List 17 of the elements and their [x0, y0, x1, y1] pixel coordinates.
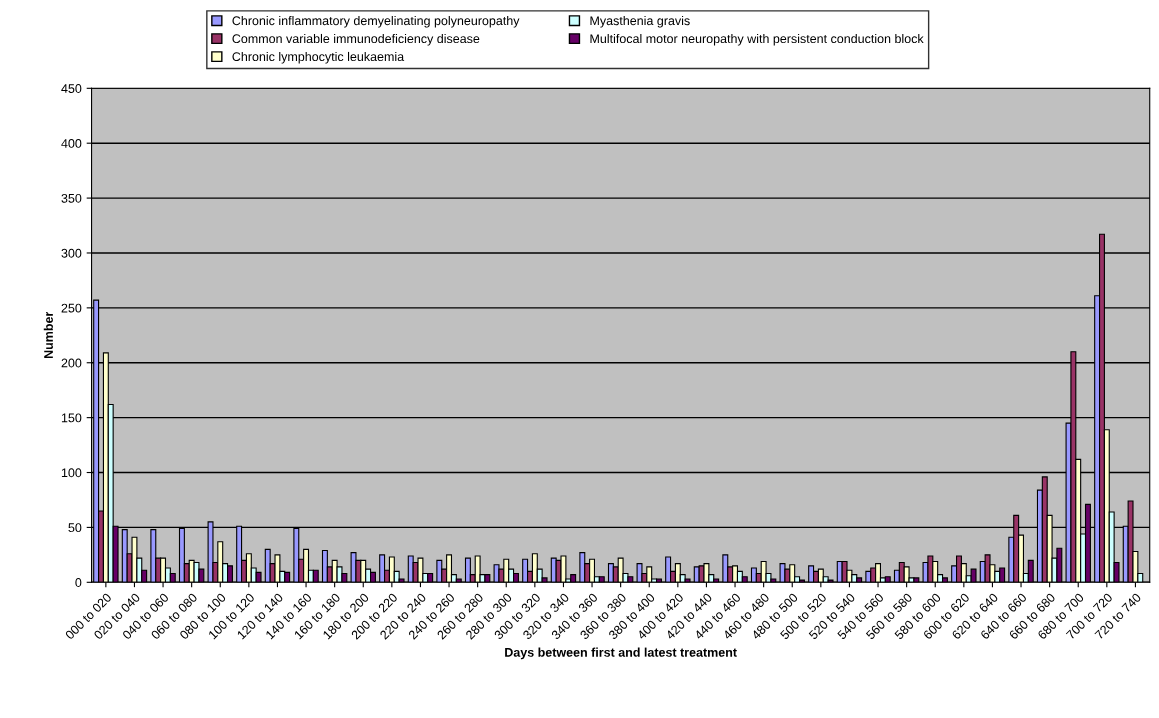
legend-label: Common variable immunodeficiency disease: [232, 33, 480, 46]
legend-label: Chronic inflammatory demyelinating polyneuropathy: [232, 15, 520, 28]
y-tick-label: 200: [61, 358, 82, 368]
y-tick-label: 400: [61, 139, 82, 148]
legend-label: Multifocal motor neuropathy with persistent conduction block: [590, 33, 924, 46]
y-tick-label: 350: [61, 193, 82, 203]
y-tick-label: 100: [61, 468, 82, 478]
legend-label: Myasthenia gravis: [590, 15, 690, 28]
y-tick-label: 450: [61, 84, 82, 93]
legend-label: Chronic lymphocytic leukaemia: [232, 51, 405, 64]
y-tick-label: 0: [75, 578, 82, 587]
y-tick-label: 250: [61, 303, 82, 313]
y-axis-title: Number: [43, 311, 53, 359]
y-tick-label: 50: [68, 523, 82, 533]
y-tick-label: 150: [61, 413, 82, 423]
x-axis-title: Days between first and latest treatment: [505, 647, 737, 660]
y-tick-label: 300: [61, 248, 82, 258]
